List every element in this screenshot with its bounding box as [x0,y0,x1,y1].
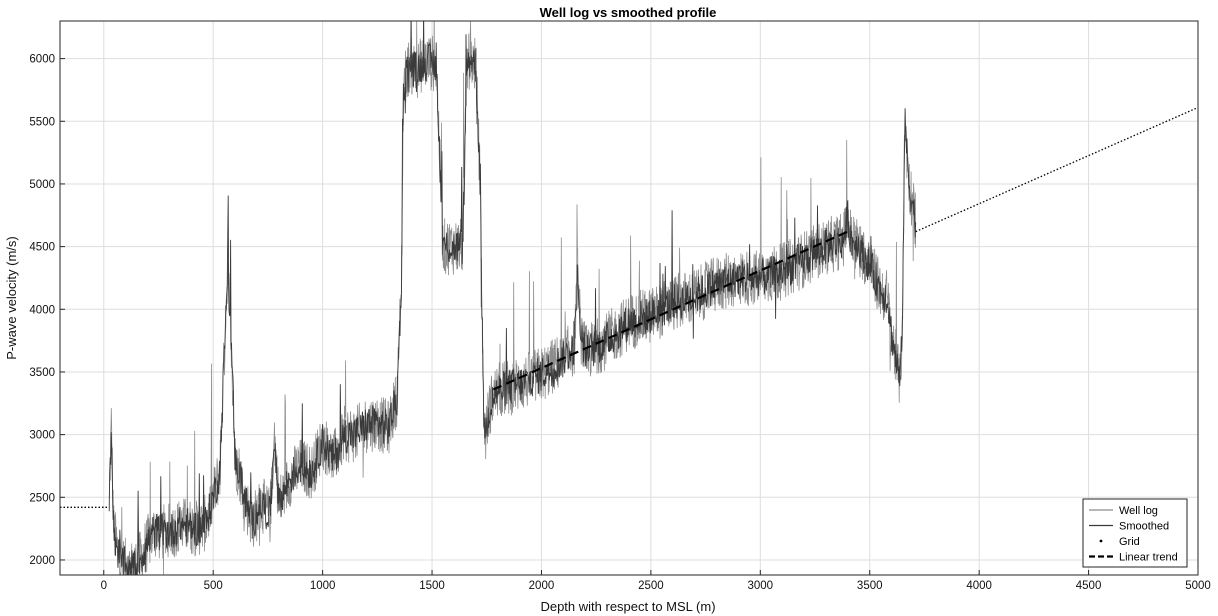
legend-label: Well log [1119,505,1158,517]
x-tick-label: 1500 [419,580,445,592]
legend-item: Well log [1089,505,1158,517]
legend: Well log Smoothed Grid Linear trend [1082,498,1188,568]
chart-title: Well log vs smoothed profile [540,5,717,20]
y-tick-label: 3500 [29,367,55,379]
x-tick-label: 0 [101,580,107,592]
x-tick-label: 5000 [1185,580,1211,592]
legend-label: Linear trend [1119,552,1178,564]
x-tick-label: 1000 [310,580,336,592]
linear-trend-line [492,230,849,391]
legend-item: Grid [1099,536,1140,548]
legend-item: Linear trend [1089,552,1178,564]
grid-series-line-right [915,106,1198,233]
x-tick-label: 500 [204,580,223,592]
y-tick-label: 5500 [29,116,55,128]
x-tick-label: 4500 [1076,580,1102,592]
x-tick-label: 4000 [966,580,992,592]
x-tick-label: 2500 [638,580,664,592]
y-tick-label: 2000 [29,555,55,567]
y-axis-label: P-wave velocity (m/s) [4,236,19,360]
x-axis-label: Depth with respect to MSL (m) [540,599,715,614]
y-tick-label: 3000 [29,430,55,442]
y-tick-label: 4000 [29,304,55,316]
legend-item: Smoothed [1089,521,1169,533]
smoothed-line [108,21,917,575]
legend-marker [1099,539,1103,543]
y-tick-label: 2500 [29,492,55,504]
y-tick-label: 6000 [29,54,55,66]
ticks: 0 500 1000 1500 2000 2500 3000 3500 4000 4500 5000… [29,54,1210,592]
y-tick-label: 4500 [29,242,55,254]
axes-box [59,20,1199,576]
x-tick-label: 3500 [857,580,883,592]
plot-area [60,21,1198,575]
legend-label: Smoothed [1119,521,1169,533]
x-tick-label: 3000 [748,580,774,592]
x-tick-label: 2000 [529,580,555,592]
legend-label: Grid [1119,536,1140,548]
y-tick-label: 5000 [29,179,55,191]
